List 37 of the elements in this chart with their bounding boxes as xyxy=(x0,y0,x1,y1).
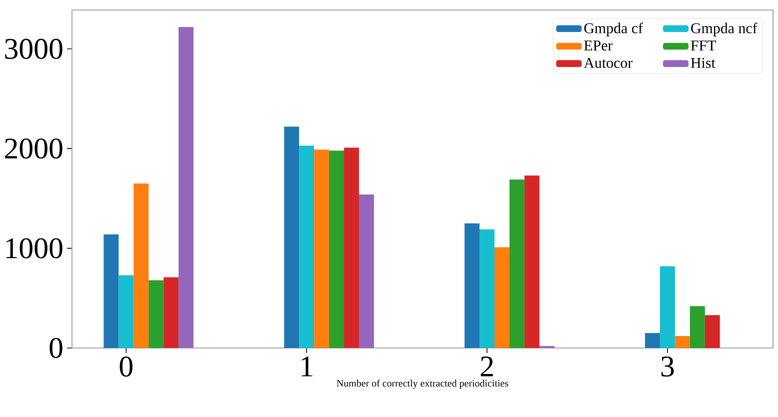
bar xyxy=(704,315,720,348)
bar xyxy=(134,183,149,348)
bar xyxy=(299,146,314,348)
y-tick-label: 3000 xyxy=(5,38,62,59)
legend-label: EPer xyxy=(584,40,613,51)
bar xyxy=(358,194,374,348)
y-tick-label: 0 xyxy=(50,338,62,358)
legend-label: Autocor xyxy=(584,58,633,68)
bar xyxy=(148,280,164,348)
bar xyxy=(524,176,540,348)
x-tick-label: 1 xyxy=(302,356,312,376)
bar xyxy=(118,275,134,348)
bar xyxy=(674,336,690,348)
bar xyxy=(329,150,344,348)
bar xyxy=(644,333,660,348)
y-tick-label: 1000 xyxy=(6,238,62,258)
x-tick-label: 2 xyxy=(480,356,493,376)
bar xyxy=(284,126,300,348)
bar xyxy=(344,148,359,348)
bar xyxy=(464,223,480,348)
bar xyxy=(164,277,179,348)
legend-label: Hist xyxy=(690,58,716,68)
bar xyxy=(660,266,675,348)
bar xyxy=(690,306,705,348)
legend-label: Gmpda cf xyxy=(584,22,643,36)
x-axis-title: Number of correctly extracted periodicities xyxy=(336,380,508,389)
bar xyxy=(509,179,524,348)
y-tick-label: 2000 xyxy=(5,138,62,159)
x-tick-label: 0 xyxy=(120,356,132,377)
legend-label: FFT xyxy=(690,40,716,50)
bar xyxy=(178,26,194,348)
bar xyxy=(314,150,330,348)
x-tick-label: 3 xyxy=(661,356,674,377)
legend-label: Gmpda ncf xyxy=(691,22,758,36)
bar xyxy=(494,247,510,348)
bar xyxy=(480,229,494,348)
bar xyxy=(104,234,119,348)
